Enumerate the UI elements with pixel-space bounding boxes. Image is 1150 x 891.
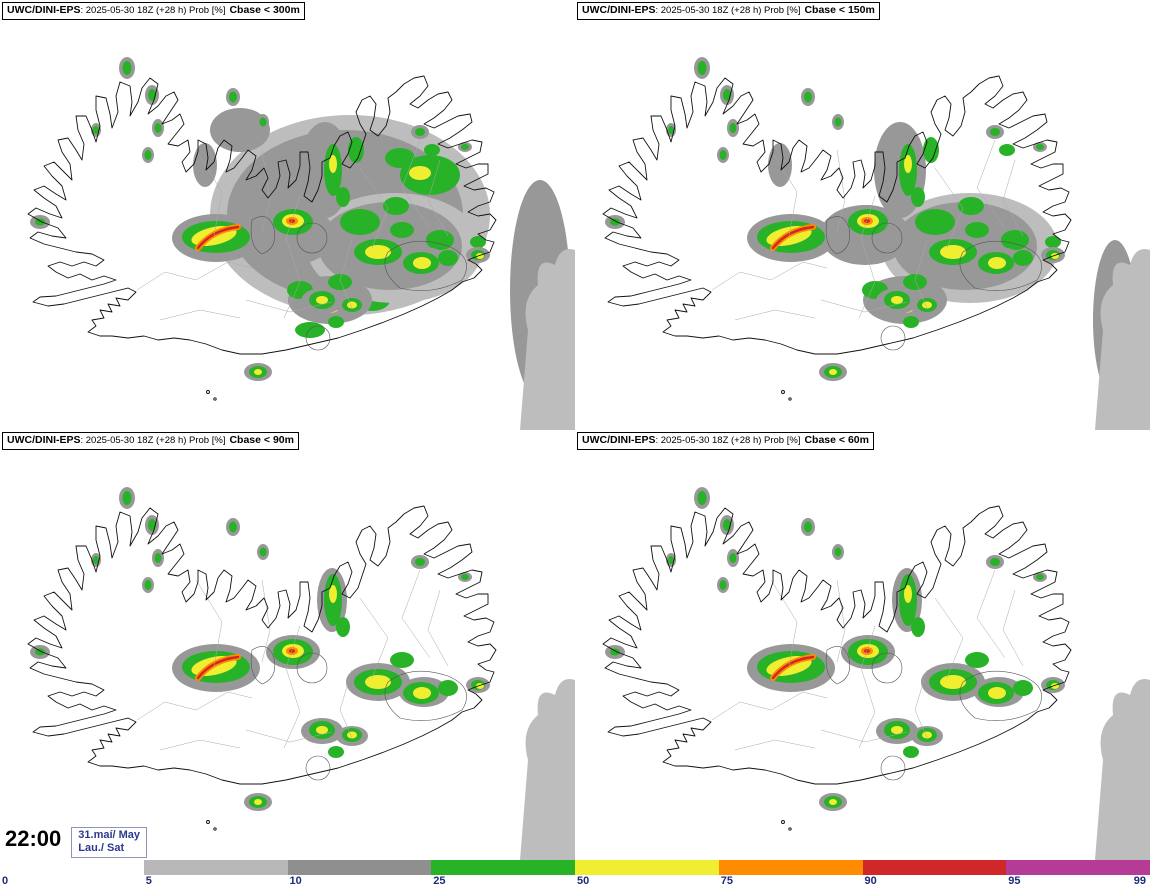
threshold-label: Cbase < 300m <box>229 4 300 16</box>
threshold-label: Cbase < 150m <box>804 4 875 16</box>
iceland-map <box>0 0 575 430</box>
valid-date-line2: Lau./ Sat <box>78 842 125 855</box>
legend-segment <box>0 860 144 875</box>
map-panel-cbase-90m: UWC/DINI-EPS: 2025-05-30 18Z (+28 h) Pro… <box>0 430 575 860</box>
run-label: : 2025-05-30 18Z (+28 h) Prob [%] <box>80 5 226 16</box>
iceland-map <box>575 0 1150 430</box>
panel-title: UWC/DINI-EPS: 2025-05-30 18Z (+28 h) Pro… <box>577 2 880 21</box>
model-label: UWC/DINI-EPS <box>7 4 81 16</box>
run-label: : 2025-05-30 18Z (+28 h) Prob [%] <box>655 5 801 16</box>
forecast-panel-grid: UWC/DINI-EPS: 2025-05-30 18Z (+28 h) Pro… <box>0 0 1150 860</box>
iceland-probability-map <box>27 57 575 430</box>
probability-colorbar: 0 5 10 25 50 75 90 95 99 <box>0 860 1150 891</box>
legend-segment <box>1006 860 1150 875</box>
valid-date-box: 31.maí/ May Lau./ Sat <box>71 826 148 858</box>
legend-tick: 10 <box>289 875 302 887</box>
model-label: UWC/DINI-EPS <box>582 434 656 446</box>
panel-title: UWC/DINI-EPS: 2025-05-30 18Z (+28 h) Pro… <box>577 432 874 451</box>
legend-segment <box>862 860 1007 875</box>
valid-time-footer: 22:00 31.maí/ May Lau./ Sat <box>5 825 148 858</box>
iceland-probability-map <box>602 57 1150 430</box>
model-label: UWC/DINI-EPS <box>582 4 656 16</box>
valid-date-line1: 31.maí/ May <box>78 828 141 841</box>
run-label: : 2025-05-30 18Z (+28 h) Prob [%] <box>655 435 801 446</box>
legend-tick: 50 <box>577 875 590 887</box>
legend-segment <box>287 860 432 875</box>
legend-segment <box>431 860 575 875</box>
colorbar-tick-labels: 0 5 10 25 50 75 90 95 99 <box>0 875 1150 891</box>
legend-segment <box>718 860 863 875</box>
map-panel-cbase-60m: UWC/DINI-EPS: 2025-05-30 18Z (+28 h) Pro… <box>575 430 1150 860</box>
model-label: UWC/DINI-EPS <box>7 434 81 446</box>
legend-tick: 95 <box>1008 875 1021 887</box>
legend-tick: 25 <box>433 875 446 887</box>
iceland-map <box>0 430 575 860</box>
colorbar-segments <box>0 860 1150 875</box>
legend-tick: 0 <box>2 875 9 887</box>
map-panel-cbase-300m: UWC/DINI-EPS: 2025-05-30 18Z (+28 h) Pro… <box>0 0 575 430</box>
legend-tick: 75 <box>720 875 733 887</box>
valid-time: 22:00 <box>5 825 62 851</box>
iceland-map <box>575 430 1150 860</box>
iceland-probability-map <box>27 487 575 860</box>
iceland-probability-map <box>602 487 1150 860</box>
panel-title: UWC/DINI-EPS: 2025-05-30 18Z (+28 h) Pro… <box>2 432 299 451</box>
panel-title: UWC/DINI-EPS: 2025-05-30 18Z (+28 h) Pro… <box>2 2 305 21</box>
threshold-label: Cbase < 90m <box>229 434 294 446</box>
map-panel-cbase-150m: UWC/DINI-EPS: 2025-05-30 18Z (+28 h) Pro… <box>575 0 1150 430</box>
legend-segment <box>143 860 288 875</box>
legend-tick: 5 <box>145 875 152 887</box>
threshold-label: Cbase < 60m <box>804 434 869 446</box>
legend-segment <box>575 860 719 875</box>
legend-tick: 90 <box>864 875 877 887</box>
run-label: : 2025-05-30 18Z (+28 h) Prob [%] <box>80 435 226 446</box>
legend-tick: 99 <box>1133 875 1146 887</box>
